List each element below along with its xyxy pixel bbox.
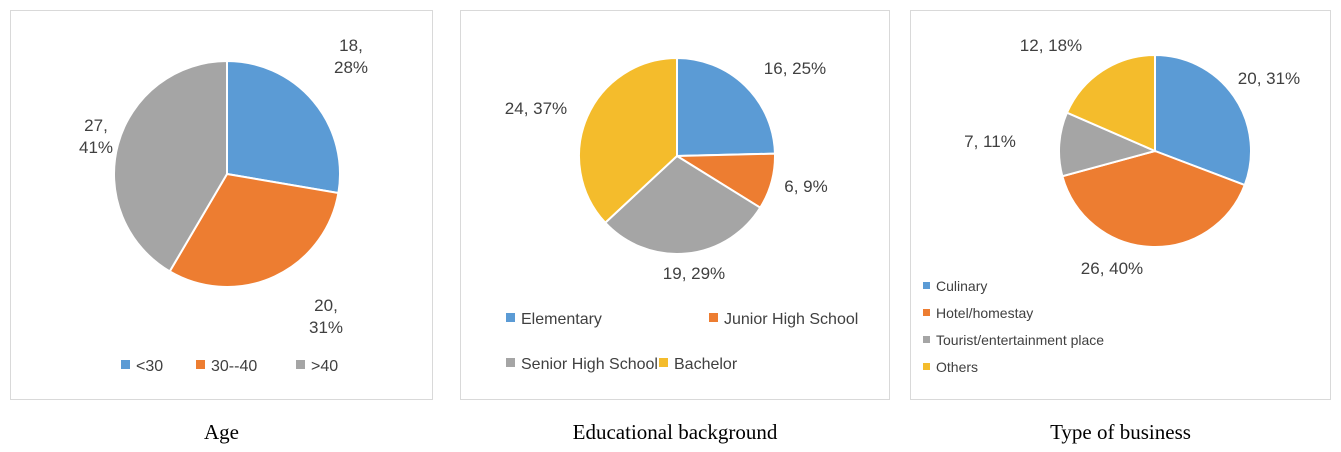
legend-label-40: >40 [311, 358, 338, 375]
pie-slice-elementary [676, 56, 776, 158]
legend-label-30: <30 [136, 358, 163, 375]
pie-slice-30 [226, 59, 341, 195]
pie-slice-senior-high-school [603, 154, 762, 255]
legend-label-junior-high-school: Junior High School [724, 311, 858, 328]
pie-slice-others [1065, 53, 1156, 153]
legend-label-tourist-entertainment-place: Tourist/entertainment place [936, 332, 1104, 348]
business-chart-caption: Type of business [1050, 420, 1191, 444]
age-chart-caption: Age [204, 420, 239, 444]
legend-label-culinary: Culinary [936, 278, 987, 294]
data-label-elementary: 16, 25% [764, 59, 826, 78]
legend-label-hotel-homestay: Hotel/homestay [936, 305, 1033, 321]
education-chart-caption: Educational background [572, 420, 778, 444]
data-label-40: 27, 41% [79, 116, 113, 157]
business-pie-chart: 20, 31% 26, 40% 7, 11% 12, 18% Culinary Hotel… [923, 36, 1300, 375]
legend-swatch-others [923, 363, 930, 370]
data-label-30-40: 20, 31% [309, 296, 343, 337]
legend-label-others: Others [936, 359, 978, 375]
legend-swatch-40 [296, 360, 305, 369]
pie-slice-bachelor [578, 56, 678, 225]
legend-swatch-junior-high-school [709, 313, 718, 322]
data-label-junior-high-school: 6, 9% [784, 177, 827, 196]
legend-swatch-30 [121, 360, 130, 369]
legend-swatch-hotel-homestay [923, 309, 930, 316]
data-label-culinary: 20, 31% [1238, 69, 1300, 88]
pie-slice-40 [113, 59, 228, 273]
data-label-hotel-homestay: 26, 40% [1081, 259, 1143, 278]
age-chart-panel: 18, 28% 20, 31% 27, 41% <30 30--40 >40 [10, 10, 433, 400]
pie-slice-30-40 [168, 172, 340, 288]
pie-slice-hotel-homestay [1061, 149, 1247, 248]
business-chart-panel: 20, 31% 26, 40% 7, 11% 12, 18% Culinary Hotel… [910, 10, 1331, 400]
data-label-tourist-entertainment-place: 7, 11% [964, 132, 1016, 151]
data-label-bachelor: 24, 37% [505, 99, 567, 118]
data-label-senior-high-school: 19, 29% [663, 264, 725, 283]
legend-label-bachelor: Bachelor [674, 356, 738, 373]
legend-swatch-bachelor [659, 358, 668, 367]
legend-label-senior-high-school: Senior High School [521, 356, 658, 373]
data-label-30: 18, 28% [334, 36, 368, 77]
legend-swatch-senior-high-school [506, 358, 515, 367]
legend-label-30-40: 30--40 [211, 358, 257, 375]
age-pie-chart: 18, 28% 20, 31% 27, 41% <30 30--40 >40 [79, 36, 368, 375]
pie-slice-culinary [1154, 53, 1252, 187]
legend-swatch-30-40 [196, 360, 205, 369]
legend-label-elementary: Elementary [521, 311, 602, 328]
data-label-others: 12, 18% [1020, 36, 1082, 55]
legend-swatch-tourist-entertainment-place [923, 336, 930, 343]
education-pie-chart: 16, 25% 6, 9% 19, 29% 24, 37% Elementary Juni… [505, 56, 858, 373]
legend-swatch-elementary [506, 313, 515, 322]
legend-swatch-culinary [923, 282, 930, 289]
education-chart-panel: 16, 25% 6, 9% 19, 29% 24, 37% Elementary Juni… [460, 10, 890, 400]
